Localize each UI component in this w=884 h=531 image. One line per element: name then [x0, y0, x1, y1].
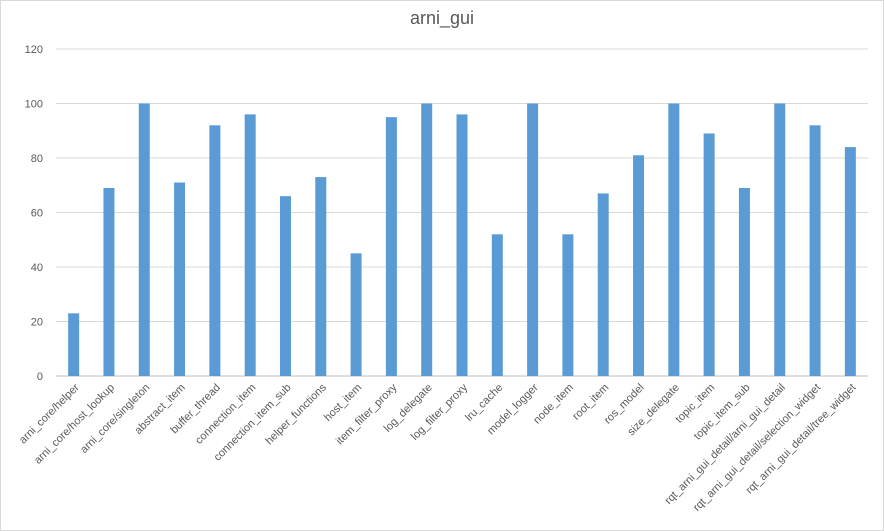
bar	[174, 182, 186, 376]
bar	[597, 193, 609, 376]
x-tick-label: item_filter_proxy	[334, 381, 400, 447]
bar	[244, 114, 256, 377]
y-tick-label: 0	[37, 371, 43, 383]
y-tick-label: 40	[31, 262, 43, 274]
bar	[774, 103, 786, 376]
x-tick-label: connection_item	[193, 382, 258, 447]
bar	[138, 103, 150, 376]
bar	[527, 103, 539, 376]
bar	[421, 103, 433, 376]
chart-title: arni_gui	[409, 8, 475, 28]
bar	[279, 196, 291, 376]
y-tick-label: 100	[25, 99, 43, 111]
bar	[209, 125, 221, 376]
x-tick-label: helper_functions	[263, 381, 329, 447]
y-tick-label: 120	[25, 44, 43, 56]
bar	[385, 117, 397, 376]
bar	[350, 253, 362, 376]
bar	[103, 187, 115, 376]
y-tick-label: 80	[31, 153, 43, 165]
y-tick-label: 60	[31, 208, 43, 220]
bar	[668, 103, 680, 376]
bar	[315, 177, 327, 376]
bar	[738, 187, 750, 376]
y-tick-label: 20	[31, 317, 43, 329]
bar	[562, 234, 574, 376]
bar	[456, 114, 468, 377]
bar	[68, 313, 80, 376]
bar	[491, 234, 503, 376]
x-tick-label: arni_core/helper	[17, 381, 82, 446]
bar	[703, 133, 715, 376]
bar	[633, 155, 645, 376]
bar	[844, 147, 856, 376]
bar	[809, 125, 821, 376]
x-tick-label: rqt_arni_gui_detail/selection_widget	[691, 382, 823, 514]
